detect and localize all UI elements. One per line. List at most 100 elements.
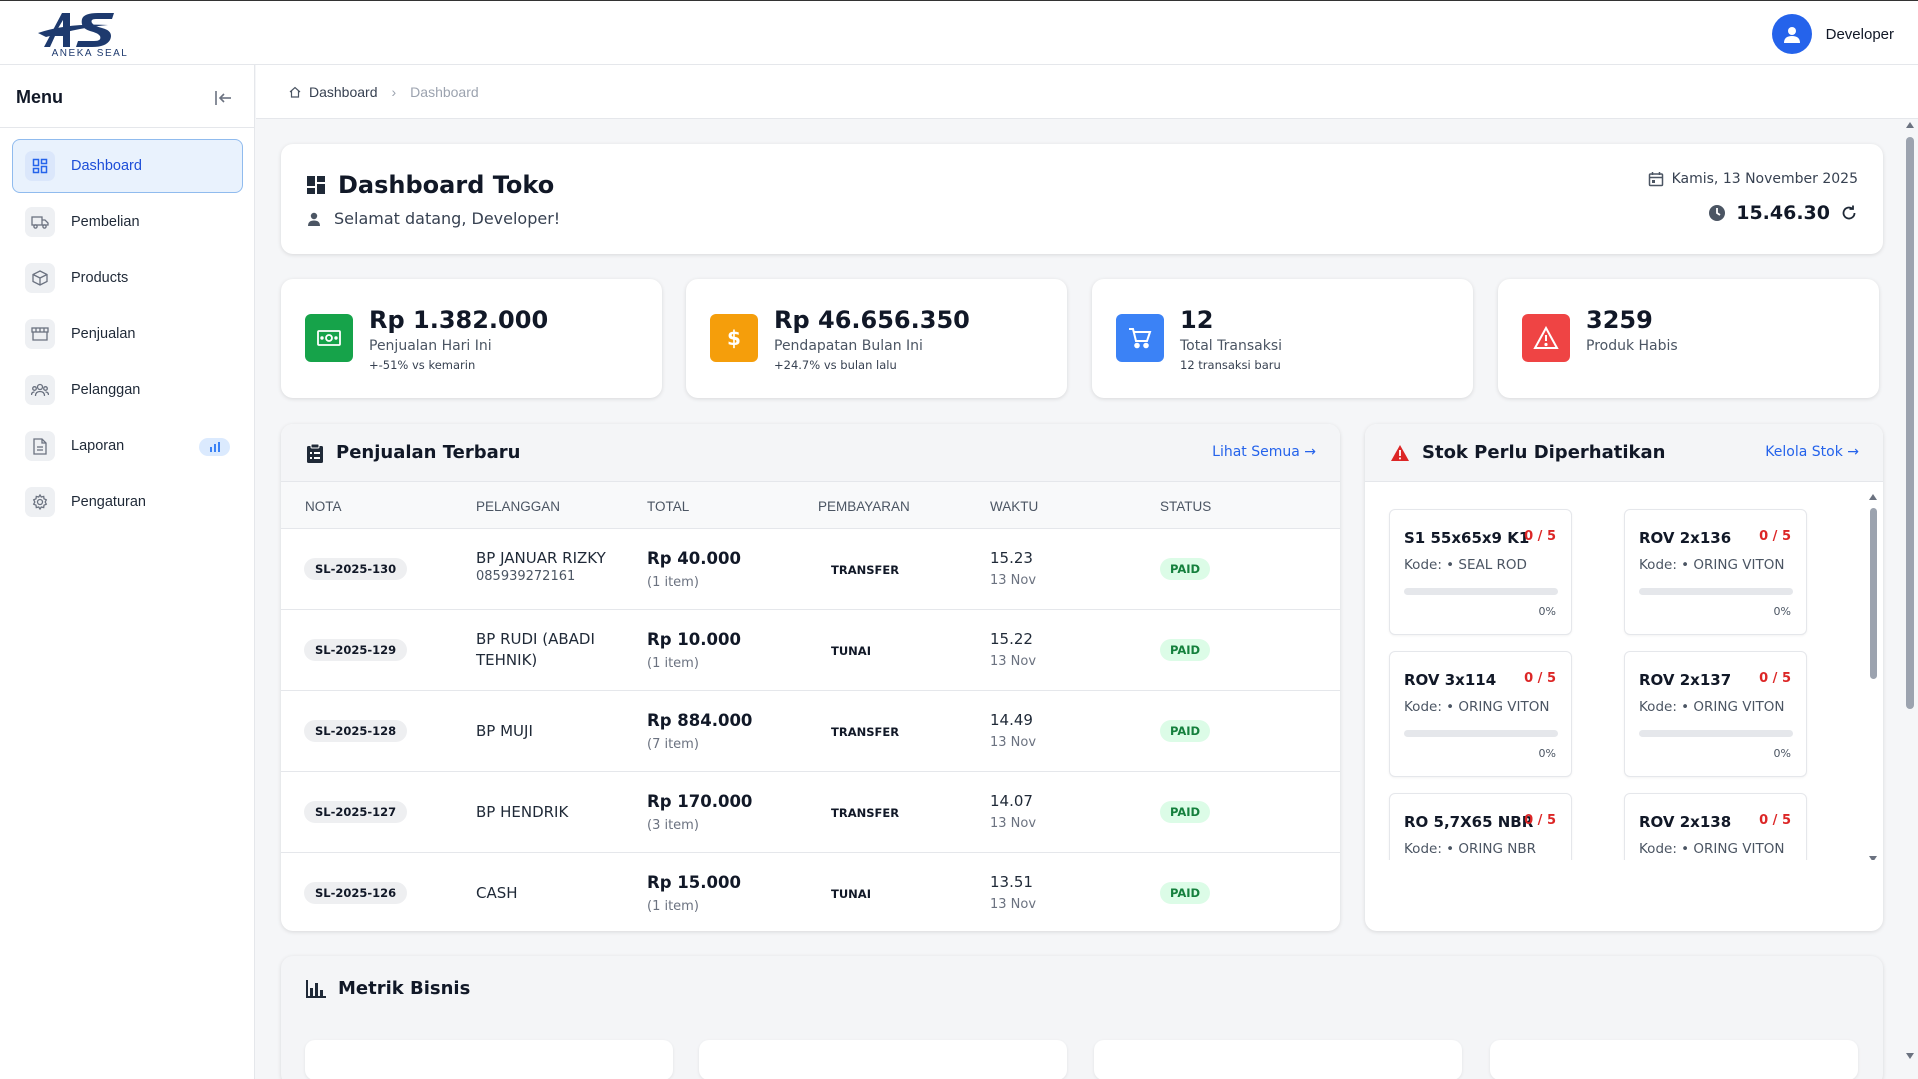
user-name[interactable]: Developer — [1825, 25, 1894, 43]
stock-item-card[interactable]: ROV 2x136 0 / 5 Kode: • ORING VITON 0% — [1624, 509, 1807, 635]
metric-card — [1490, 1040, 1858, 1079]
sale-date: 13 Nov — [990, 573, 1037, 588]
dashboard-header-card: Dashboard Toko Selamat datang, Developer… — [281, 144, 1883, 254]
sidebar-item-dashboard[interactable]: Dashboard — [12, 139, 243, 193]
aneka-seal-logo[interactable]: ANEKA SEAL — [38, 9, 143, 59]
breadcrumb-bar: Dashboard › Dashboard — [256, 65, 1918, 119]
table-row[interactable]: SL-2025-126 CASH Rp 15.000 (1 item) TUNA… — [281, 853, 1340, 931]
nota-badge: SL-2025-127 — [304, 801, 408, 823]
bar-chart-icon — [306, 979, 326, 998]
refresh-icon[interactable] — [1840, 204, 1858, 222]
stock-item-code: Kode: • ORING VITON — [1404, 699, 1550, 715]
metric-card — [699, 1040, 1067, 1079]
sale-items: (1 item) — [647, 899, 699, 914]
sidebar-item-label: Penjualan — [71, 326, 136, 342]
sidebar-item-label: Pengaturan — [71, 494, 146, 510]
recent-sales-title: Penjualan Terbaru — [306, 442, 520, 463]
stock-item-qty: 0 / 5 — [1759, 671, 1791, 686]
status-badge: PAID — [1160, 720, 1211, 742]
sidebar-item-pengaturan[interactable]: Pengaturan — [12, 475, 243, 529]
stock-item-card[interactable]: ROV 2x138 0 / 5 Kode: • ORING VITON 0% — [1624, 793, 1807, 860]
stat-label: Produk Habis — [1586, 338, 1678, 354]
sidebar: Menu Dashboard Pembelian Products — [0, 65, 255, 1079]
dollar-icon: $ — [710, 314, 758, 362]
sale-items: (7 item) — [647, 737, 699, 752]
user-avatar-icon[interactable] — [1771, 14, 1812, 54]
menu-title: Menu — [16, 87, 63, 107]
sidebar-item-products[interactable]: Products — [12, 251, 243, 305]
stock-item-name: ROV 3x114 — [1404, 671, 1497, 689]
scroll-up-arrow-icon[interactable] — [1906, 122, 1914, 128]
sale-items: (1 item) — [647, 656, 699, 671]
dashboard-grid-icon — [307, 176, 325, 194]
stat-label: Total Transaksi — [1180, 338, 1283, 354]
column-header-nota[interactable]: NOTA — [305, 499, 342, 514]
nota-badge: SL-2025-129 — [304, 639, 408, 661]
truck-icon — [25, 207, 55, 237]
sidebar-item-laporan[interactable]: Laporan — [12, 419, 243, 473]
sidebar-item-pembelian[interactable]: Pembelian — [12, 195, 243, 249]
table-row[interactable]: SL-2025-130 BP JANUAR RIZKY 085939272161… — [281, 529, 1340, 610]
home-icon — [289, 86, 301, 98]
scroll-down-arrow-icon[interactable] — [1869, 856, 1877, 860]
table-row[interactable]: SL-2025-128 BP MUJI Rp 884.000 (7 item) … — [281, 691, 1340, 772]
stock-item-name: S1 55x65x9 K1 — [1404, 529, 1530, 547]
stock-alert-title-text: Stok Perlu Diperhatikan — [1422, 442, 1666, 463]
page-scrollbar[interactable] — [1902, 119, 1918, 1079]
scroll-up-arrow-icon[interactable] — [1869, 494, 1877, 500]
manage-stock-link[interactable]: Kelola Stok → — [1765, 444, 1859, 460]
sale-total: Rp 170.000 — [647, 792, 753, 811]
stock-item-percent: 0% — [1773, 747, 1791, 760]
sale-total: Rp 10.000 — [647, 630, 741, 649]
stock-item-qty: 0 / 5 — [1759, 529, 1791, 544]
top-bar: ANEKA SEAL Developer — [0, 0, 1918, 65]
stock-list[interactable]: S1 55x65x9 K1 0 / 5 Kode: • SEAL ROD 0% … — [1365, 482, 1883, 860]
column-header-total[interactable]: TOTAL — [647, 499, 690, 514]
time-text: 15.46.30 — [1736, 202, 1830, 224]
sidebar-item-penjualan[interactable]: Penjualan — [12, 307, 243, 361]
stock-item-name: ROV 2x137 — [1639, 671, 1732, 689]
status-badge: PAID — [1160, 801, 1211, 823]
stock-item-card[interactable]: S1 55x65x9 K1 0 / 5 Kode: • SEAL ROD 0% — [1389, 509, 1572, 635]
sidebar-item-label: Pelanggan — [71, 382, 141, 398]
table-row[interactable]: SL-2025-127 BP HENDRIK Rp 170.000 (3 ite… — [281, 772, 1340, 853]
recent-sales-title-text: Penjualan Terbaru — [336, 442, 521, 463]
column-header-pelanggan[interactable]: PELANGGAN — [476, 499, 561, 514]
stock-alert-header: Stok Perlu Diperhatikan Kelola Stok → — [1365, 424, 1883, 482]
clipboard-icon — [307, 443, 323, 463]
stat-label: Penjualan Hari Ini — [369, 338, 492, 354]
table-row[interactable]: SL-2025-129 BP RUDI (ABADI TEHNIK) Rp 10… — [281, 610, 1340, 691]
recent-sales-card: Penjualan Terbaru Lihat Semua → NOTA PEL… — [281, 424, 1340, 931]
breadcrumb-home[interactable]: Dashboard — [309, 84, 378, 100]
stock-list-scrollbar[interactable] — [1866, 490, 1880, 860]
stock-item-qty: 0 / 5 — [1524, 529, 1556, 544]
scroll-down-arrow-icon[interactable] — [1906, 1053, 1914, 1059]
column-header-status[interactable]: STATUS — [1160, 499, 1212, 514]
page-scroll-thumb[interactable] — [1906, 137, 1914, 709]
svg-text:$: $ — [727, 326, 741, 350]
stock-list-scroll-thumb[interactable] — [1870, 508, 1877, 679]
breadcrumb-current: Dashboard — [410, 84, 479, 100]
customer-phone: 085939272161 — [476, 569, 576, 584]
user-menu[interactable]: Developer — [1771, 14, 1894, 54]
stock-level-bar — [1639, 730, 1793, 737]
column-header-pembayaran[interactable]: PEMBAYARAN — [818, 499, 910, 514]
stock-item-card[interactable]: ROV 2x137 0 / 5 Kode: • ORING VITON 0% — [1624, 651, 1807, 777]
view-all-sales-link[interactable]: Lihat Semua → — [1212, 444, 1316, 460]
sale-date: 13 Nov — [990, 735, 1037, 750]
stock-item-percent: 0% — [1538, 747, 1556, 760]
sale-total: Rp 40.000 — [647, 549, 741, 568]
stock-item-card[interactable]: RO 5,7X65 NBR 0 / 5 Kode: • ORING NBR 0% — [1389, 793, 1572, 860]
stock-alert-card: Stok Perlu Diperhatikan Kelola Stok → S1… — [1365, 424, 1883, 931]
metric-card — [305, 1040, 673, 1079]
cash-icon — [305, 314, 353, 362]
customer-cell: BP JANUAR RIZKY 085939272161 — [476, 548, 621, 585]
sale-time: 13.51 — [990, 873, 1033, 891]
column-header-waktu[interactable]: WAKTU — [990, 499, 1039, 514]
collapse-sidebar-icon[interactable] — [212, 87, 234, 109]
stock-item-percent: 0% — [1538, 605, 1556, 618]
payment-method: TRANSFER — [831, 806, 900, 820]
status-badge: PAID — [1160, 882, 1211, 904]
sidebar-item-pelanggan[interactable]: Pelanggan — [12, 363, 243, 417]
stock-item-card[interactable]: ROV 3x114 0 / 5 Kode: • ORING VITON 0% — [1389, 651, 1572, 777]
